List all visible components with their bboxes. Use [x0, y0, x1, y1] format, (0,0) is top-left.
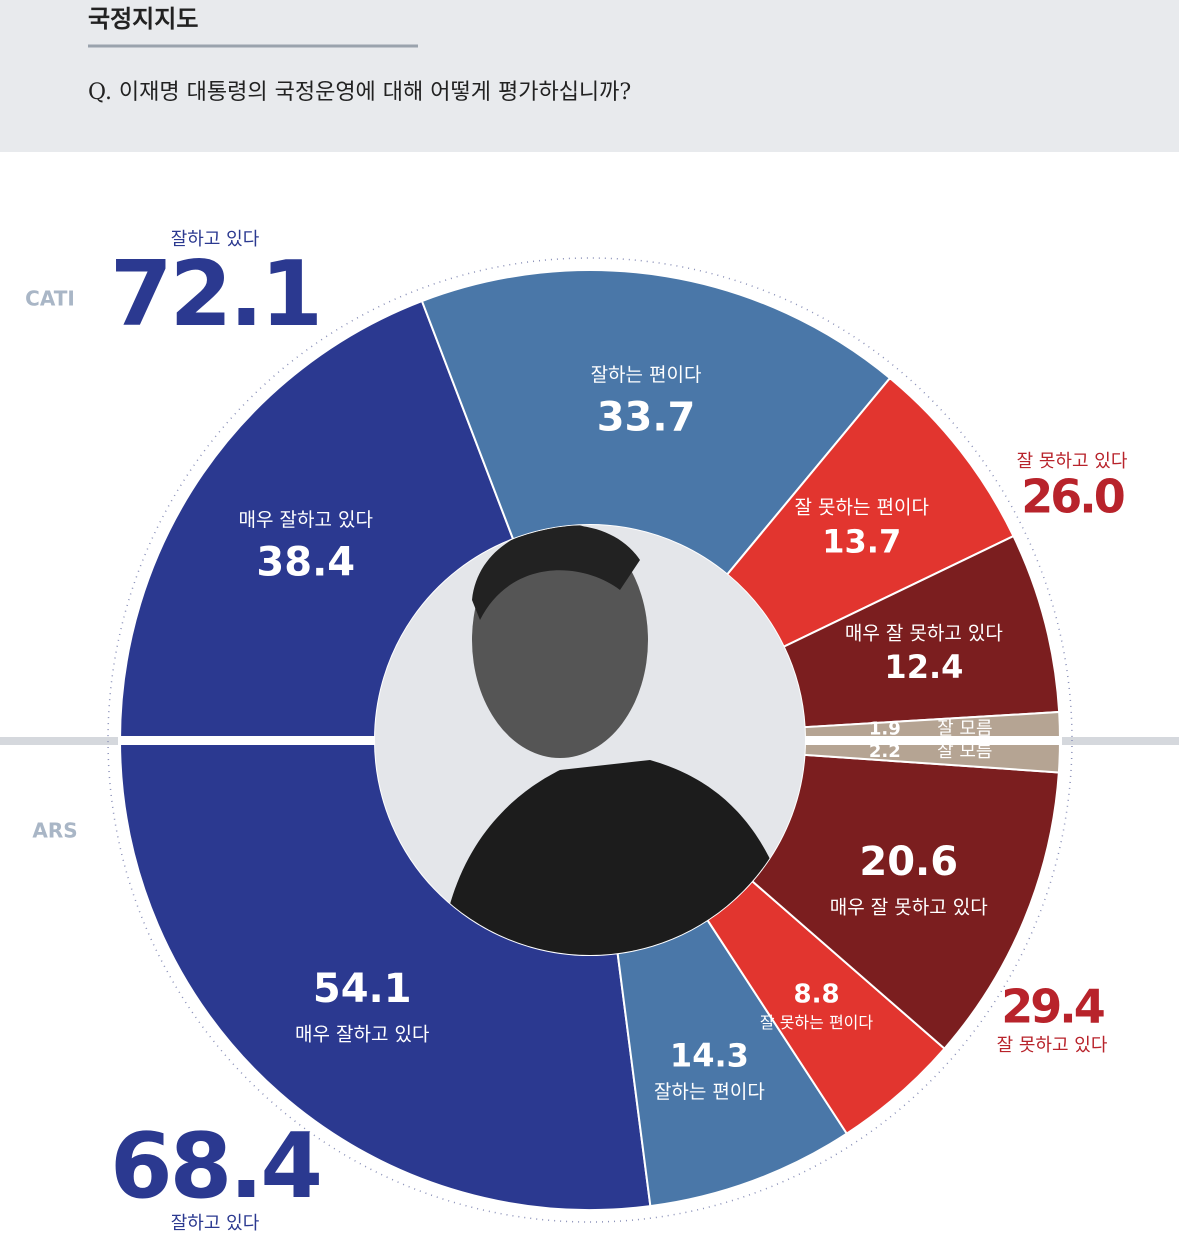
photo-hair	[472, 525, 640, 620]
slice-value: 20.6	[859, 839, 958, 885]
slice-name: 잘하는 편이다	[591, 364, 702, 386]
total-name: 잘하고 있다	[171, 1213, 260, 1234]
slice-name: 잘 모름	[937, 741, 992, 762]
photo	[375, 525, 805, 955]
slice-value: 54.1	[313, 966, 412, 1012]
photo-body	[440, 760, 800, 955]
slice-name: 잘 모름	[937, 719, 992, 740]
chart-subtitle: Q. 이재명 대통령의 국정운영에 대해 어떻게 평가하십니까?	[88, 80, 631, 105]
slice-name: 잘하는 편이다	[654, 1081, 765, 1103]
total-name: 잘하고 있다	[171, 229, 260, 250]
chart-title: 국정지지도	[88, 5, 198, 33]
slice-value: 13.7	[822, 522, 901, 560]
slice-name: 매우 잘하고 있다	[295, 1024, 429, 1046]
slice-name: 매우 잘 못하고 있다	[830, 897, 988, 919]
slice-name: 매우 잘 못하고 있다	[845, 623, 1003, 645]
outer-ring	[107, 257, 1073, 1223]
slice-value: 1.9	[869, 719, 901, 740]
slice-value: 33.7	[597, 395, 696, 441]
total-name: 잘 못하고 있다	[997, 1035, 1108, 1056]
slice-name: 매우 잘하고 있다	[239, 509, 373, 531]
series-name: ARS	[32, 819, 77, 843]
slice-value: 38.4	[256, 539, 355, 585]
slice-name: 잘 못하는 편이다	[760, 1013, 873, 1032]
total-value: 72.1	[110, 242, 320, 347]
slice-value: 2.2	[869, 741, 901, 762]
slice-name: 잘 못하는 편이다	[795, 497, 929, 519]
header-band	[0, 0, 1179, 152]
total-name: 잘 못하고 있다	[1017, 451, 1128, 472]
series-name: CATI	[25, 287, 75, 311]
slice-value: 12.4	[884, 648, 963, 686]
total-value: 29.4	[1001, 980, 1103, 1034]
total-value: 26.0	[1021, 470, 1123, 524]
slice-value: 8.8	[793, 980, 839, 1010]
total-value: 68.4	[110, 1114, 320, 1219]
slice-value: 14.3	[670, 1036, 749, 1074]
